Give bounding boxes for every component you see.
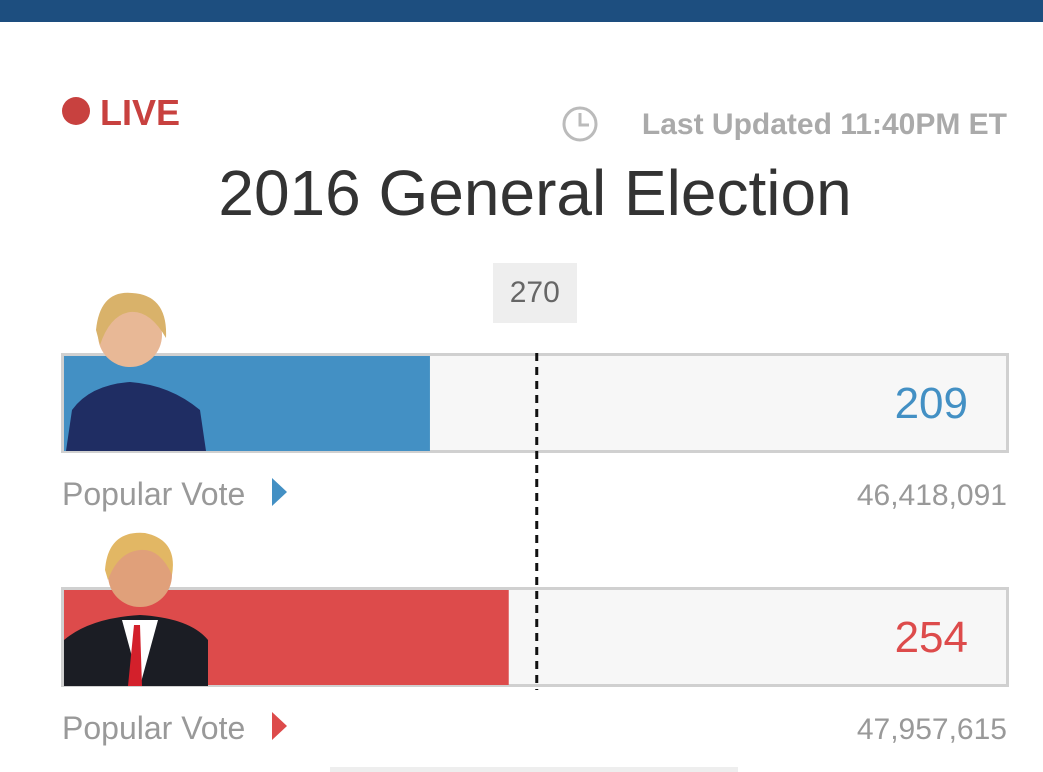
expand-arrow	[272, 712, 287, 740]
electoral-votes: 209	[895, 379, 968, 428]
last-updated: Last Updated 11:40PM ET	[642, 108, 1007, 141]
popular-vote: 47,957,615	[857, 713, 1007, 746]
title: 2016 General Election	[218, 157, 851, 229]
threshold-box	[493, 263, 577, 323]
live-dot	[62, 97, 90, 125]
top-bar	[0, 0, 1043, 22]
clock-icon	[562, 106, 598, 142]
candidate-photo	[64, 532, 208, 686]
expand-arrow	[272, 478, 287, 506]
electoral-votes: 254	[895, 613, 968, 662]
popular-vote-label: Popular Vote	[62, 476, 245, 512]
candidate-photo	[66, 292, 206, 451]
popular-vote-label: Popular Vote	[62, 710, 245, 746]
live-label: LIVE	[100, 92, 180, 133]
bottom-handle	[330, 767, 738, 772]
threshold-label: 270	[510, 276, 560, 309]
popular-vote: 46,418,091	[857, 479, 1007, 512]
